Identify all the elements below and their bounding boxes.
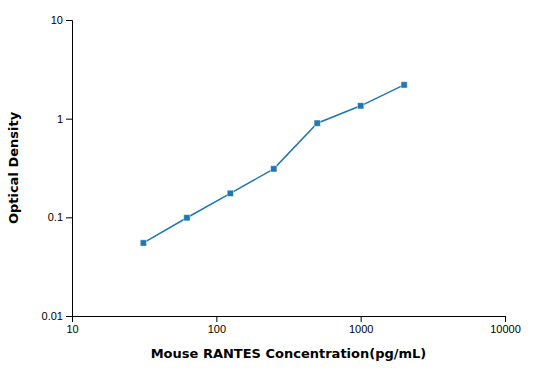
- data-marks: [140, 82, 407, 246]
- plot-area: 10 100 1000 10000 0.01 0.1 1 10: [42, 14, 521, 335]
- tick-label: 1000: [349, 323, 373, 335]
- tick-mark: [66, 217, 72, 218]
- tick: 1: [57, 113, 72, 125]
- x-axis: 10 100 1000 10000: [66, 316, 520, 335]
- y-axis-title: Optical Density: [6, 111, 21, 224]
- marker: [184, 215, 190, 221]
- x-axis-title: Mouse RANTES Concentration(pg/mL): [151, 346, 427, 361]
- tick-mark: [66, 316, 72, 317]
- y-axis: 0.01 0.1 1 10: [42, 14, 73, 322]
- chart: 10 100 1000 10000 0.01 0.1 1 10 Mouse RANTES Con…: [0, 0, 533, 372]
- marker: [271, 166, 277, 172]
- tick: 0.01: [42, 310, 72, 322]
- marker: [314, 120, 320, 126]
- tick: 1000: [349, 316, 373, 335]
- tick-label: 0.01: [42, 310, 63, 322]
- tick: 10000: [490, 316, 521, 335]
- tick-mark: [216, 316, 217, 322]
- marker: [227, 190, 233, 196]
- tick: 10: [51, 14, 72, 26]
- tick-mark: [66, 119, 72, 120]
- tick-label: 1: [57, 113, 63, 125]
- marker: [401, 82, 407, 88]
- tick-label: 100: [208, 323, 226, 335]
- tick-mark: [361, 316, 362, 322]
- marker: [358, 103, 364, 109]
- tick-mark: [66, 20, 72, 21]
- tick-mark: [505, 316, 506, 322]
- tick-label: 10000: [490, 323, 521, 335]
- tick: 100: [208, 316, 226, 335]
- tick-label: 10: [51, 14, 63, 26]
- tick: 10: [66, 316, 78, 335]
- axis-line: [66, 21, 73, 317]
- tick: 0.1: [48, 211, 72, 223]
- tick-label: 10: [66, 323, 78, 335]
- axis-line: [73, 317, 506, 323]
- line: [143, 85, 404, 243]
- marker: [140, 240, 146, 246]
- tick-label: 0.1: [48, 211, 63, 223]
